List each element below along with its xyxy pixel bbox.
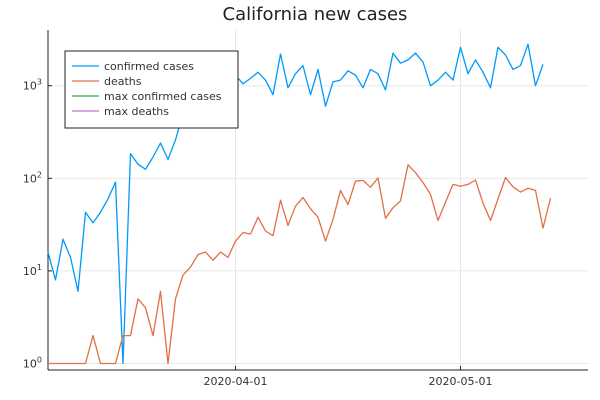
y-tick-label: 103 bbox=[23, 78, 42, 93]
series-layer bbox=[47, 43, 552, 365]
legend-label: confirmed cases bbox=[104, 60, 194, 73]
y-tick-group: 100 101 102 103 bbox=[23, 78, 52, 370]
y-tick-label: 102 bbox=[23, 170, 42, 185]
legend-box bbox=[64, 50, 239, 129]
series-line-confirmed-cases bbox=[47, 43, 544, 365]
legend-label: max confirmed cases bbox=[104, 90, 222, 103]
legend: confirmed cases deaths max confirmed cases… bbox=[64, 50, 239, 129]
x-tick-group: 2020-04-01 2020-05-01 bbox=[204, 366, 493, 388]
chart-title: California new cases bbox=[223, 4, 408, 25]
series-line-deaths bbox=[48, 164, 552, 365]
x-tick-label: 2020-04-01 bbox=[204, 375, 268, 388]
x-tick-label: 2020-05-01 bbox=[429, 375, 493, 388]
y-tick-label: 100 bbox=[23, 355, 42, 370]
y-tick-label: 101 bbox=[23, 263, 42, 278]
legend-label: max deaths bbox=[104, 105, 169, 118]
legend-label: deaths bbox=[104, 75, 142, 88]
